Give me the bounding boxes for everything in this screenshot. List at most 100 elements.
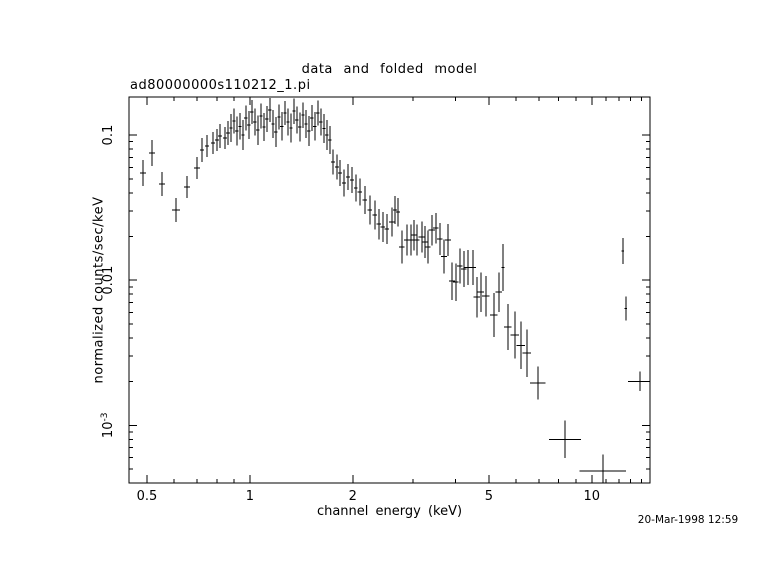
data-point [460, 251, 467, 288]
data-point [490, 293, 498, 338]
data-point [271, 110, 275, 139]
data-point [229, 113, 233, 142]
data-point [456, 248, 463, 284]
data-point [529, 366, 546, 400]
data-point [627, 371, 650, 392]
data-point [473, 276, 480, 318]
data-point [328, 126, 332, 155]
data-point [183, 176, 190, 199]
x-tick-label: 1 [246, 489, 254, 504]
y-tick-label: 0.01 [101, 266, 116, 295]
data-point [225, 121, 230, 146]
x-tick-labels: 0.5 1 2 5 10 [137, 489, 600, 504]
x-tick-label: 2 [349, 489, 357, 504]
data-point [433, 213, 439, 244]
data-point [292, 98, 296, 124]
data-point [384, 214, 390, 245]
data-point [393, 196, 397, 225]
data-point [331, 149, 335, 175]
data-point [241, 120, 245, 151]
data-point [149, 140, 155, 167]
dataset-filename-label: ad80000000s110212_1.pi [130, 78, 311, 93]
data-point [624, 296, 627, 321]
data-point [579, 454, 626, 483]
data-point [159, 172, 165, 197]
x-tick-label: 0.5 [137, 489, 158, 504]
data-point [298, 112, 302, 142]
data-point [244, 105, 248, 131]
data-point [548, 420, 581, 459]
data-point [389, 207, 395, 237]
data-point [259, 103, 263, 129]
y-tick-label: 0.1 [101, 125, 116, 146]
data-point [223, 127, 227, 150]
data-point [307, 115, 311, 146]
data-point [469, 250, 476, 286]
data-point [265, 106, 269, 133]
data-point [422, 226, 428, 259]
data-point [205, 135, 209, 157]
data-point [482, 275, 490, 317]
data-point [215, 129, 219, 152]
data-point [301, 102, 305, 128]
timestamp: 20-Mar-1998 12:59 [637, 514, 739, 526]
data-point [256, 115, 260, 145]
data-point [357, 178, 363, 206]
data-point [313, 112, 317, 141]
data-point [289, 113, 293, 143]
data-point [211, 132, 215, 154]
data-point [325, 120, 329, 151]
data-point [250, 100, 254, 125]
data-point [274, 116, 278, 148]
y-tick-label: 10-3 [100, 413, 116, 439]
data-point [316, 100, 320, 126]
data-point [346, 164, 350, 191]
data-point [428, 215, 436, 246]
data-points [140, 97, 650, 483]
data-point [286, 108, 290, 136]
data-point [418, 221, 426, 253]
data-point [349, 167, 354, 194]
data-point [194, 157, 200, 180]
data-point [437, 223, 443, 256]
data-point [522, 329, 532, 377]
data-point [411, 220, 417, 251]
data-point [247, 111, 251, 140]
data-point [218, 124, 222, 149]
data-point [510, 311, 519, 359]
data-point [322, 113, 326, 144]
data-point [440, 239, 447, 274]
data-point [501, 244, 505, 292]
data-point [353, 174, 358, 202]
data-point [341, 169, 346, 197]
x-axis-label: channel energy (keV) [316, 504, 463, 519]
data-point [367, 195, 373, 225]
data-point [238, 113, 242, 140]
data-point [414, 224, 420, 256]
data-point [444, 224, 451, 257]
data-point [380, 212, 386, 243]
data-point [277, 104, 281, 130]
data-point [425, 230, 431, 264]
data-point [335, 154, 339, 180]
data-point [504, 304, 512, 351]
data-point [477, 272, 484, 313]
data-point [621, 237, 624, 264]
x-tick-label: 10 [584, 489, 601, 504]
data-point [408, 224, 414, 256]
data-point [337, 160, 342, 187]
x-tick-label: 5 [485, 489, 493, 504]
data-point [235, 116, 239, 146]
data-point [200, 138, 204, 162]
axis-ticks [129, 97, 650, 484]
data-point [304, 110, 308, 139]
data-point [262, 112, 266, 141]
data-point [283, 101, 287, 125]
data-point [448, 262, 455, 301]
data-point [396, 198, 400, 227]
plot-frame [128, 96, 651, 484]
data-point [232, 108, 236, 134]
data-point [319, 108, 323, 136]
